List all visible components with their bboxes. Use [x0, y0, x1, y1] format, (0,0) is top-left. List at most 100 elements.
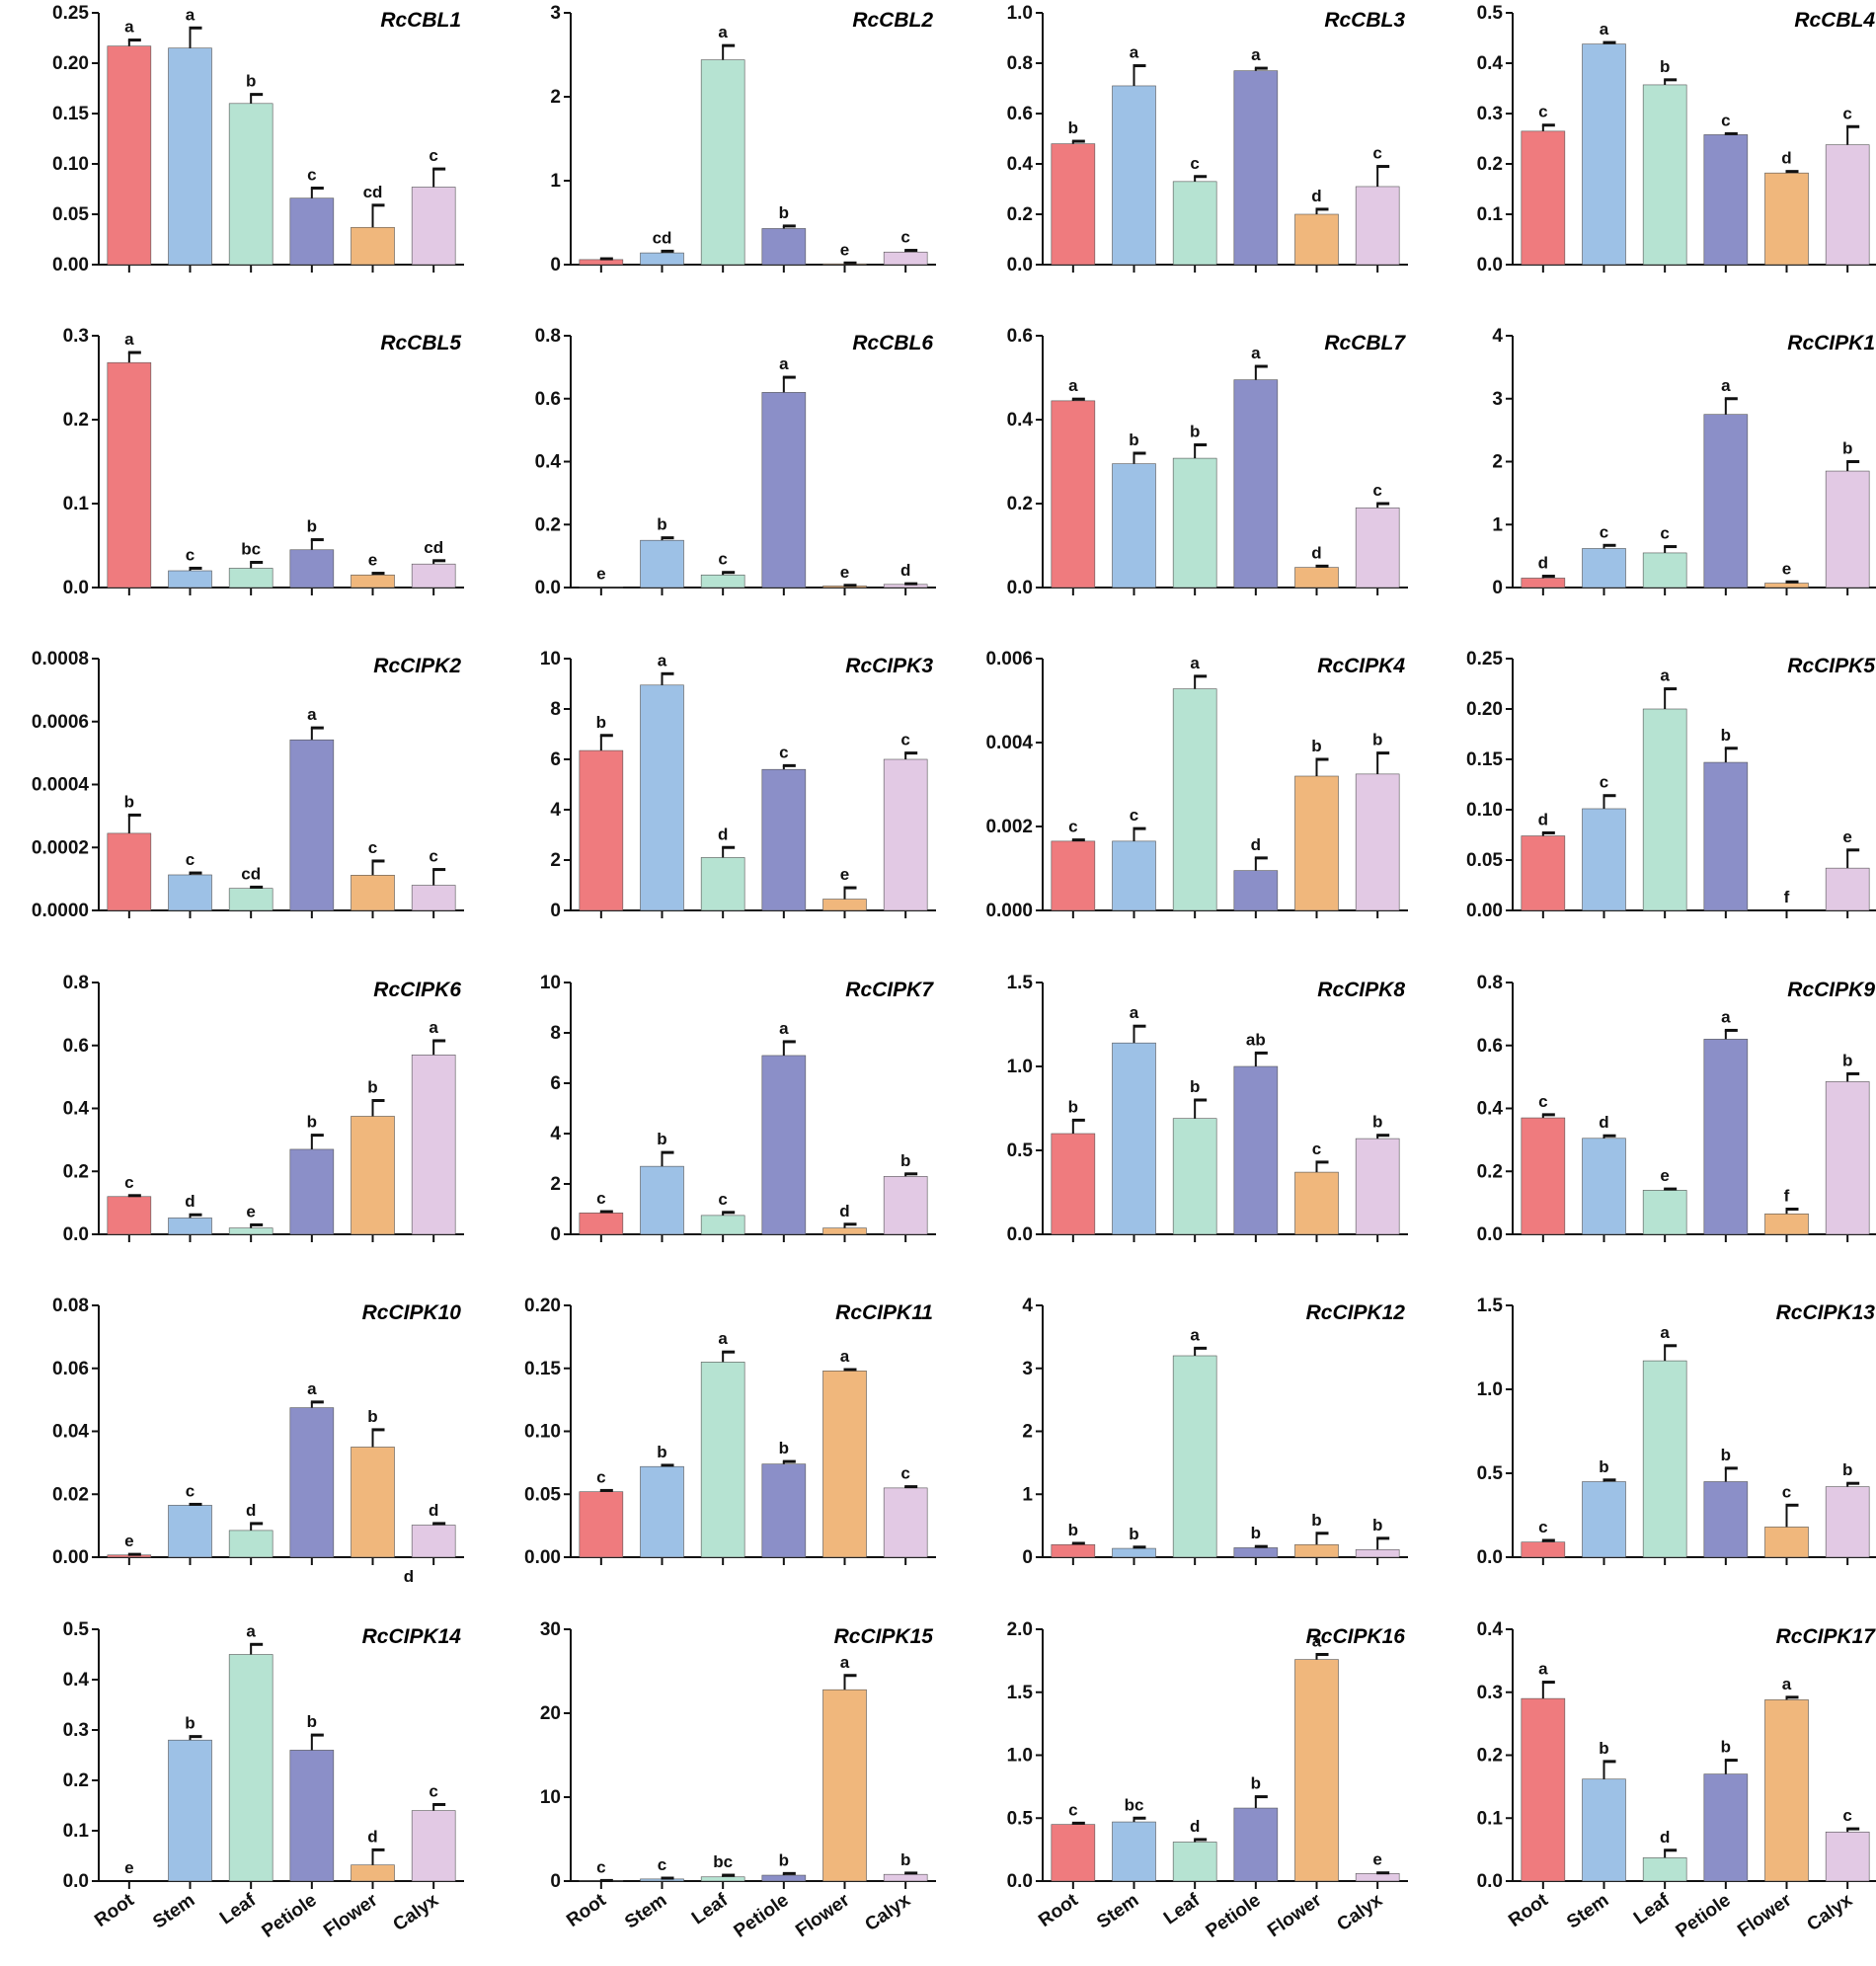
y-tick-label: 0.05: [1466, 850, 1503, 871]
significance-letter: c: [1130, 806, 1138, 825]
significance-letter: a: [1721, 1007, 1731, 1026]
significance-letter: b: [1599, 1457, 1608, 1476]
significance-letter: b: [1251, 1524, 1261, 1542]
significance-letter: b: [246, 72, 256, 91]
category-label: Leaf: [688, 1890, 733, 1929]
bar-Calyx: [1356, 774, 1399, 910]
significance-letter: c: [1600, 522, 1608, 541]
gene-title: RcCBL4: [1794, 9, 1875, 32]
bar-Leaf: [229, 568, 273, 588]
gene-title: RcCIPK8: [1317, 979, 1405, 1001]
y-tick-label: 0.3: [1477, 1683, 1503, 1703]
significance-letter: b: [1190, 423, 1200, 441]
significance-letter: b: [307, 517, 317, 536]
significance-letter: d: [246, 1501, 256, 1520]
significance-letter: c: [596, 1467, 605, 1486]
bar-Leaf: [229, 889, 273, 910]
y-tick-label: 0.4: [1007, 154, 1034, 175]
significance-letter: d: [1538, 810, 1548, 828]
category-label: Leaf: [1160, 1890, 1205, 1929]
category-label: Petiole: [259, 1890, 321, 1942]
significance-letter: f: [1784, 1187, 1790, 1206]
bar-Flower: [352, 575, 395, 588]
significance-letter: cd: [363, 183, 383, 201]
y-tick-label: 10: [540, 649, 561, 669]
gene-title: RcCIPK11: [835, 1301, 933, 1324]
significance-letter: a: [1130, 43, 1139, 62]
bar-Leaf: [1173, 182, 1216, 265]
significance-letter: b: [779, 203, 789, 222]
y-tick-label: 1.5: [1477, 1296, 1504, 1316]
category-label: Calyx: [1333, 1890, 1386, 1936]
significance-letter: cd: [241, 864, 261, 883]
y-tick-label: 2: [550, 850, 561, 871]
y-tick-label: 0.6: [1007, 326, 1033, 347]
bar-Calyx: [1826, 1832, 1869, 1881]
y-tick-label: 1: [550, 171, 561, 192]
significance-letter: d: [367, 1827, 377, 1846]
significance-letter: a: [429, 1018, 438, 1037]
bar-Petiole: [290, 1408, 334, 1557]
significance-letter: c: [718, 550, 727, 569]
y-tick-label: 4: [1492, 326, 1503, 347]
y-tick-label: 0.10: [1466, 800, 1503, 821]
y-tick-label: 0.8: [63, 973, 89, 993]
significance-letter: c: [658, 1855, 666, 1874]
category-label: Root: [91, 1890, 138, 1931]
significance-letter: b: [779, 1850, 789, 1869]
significance-letter: c: [1842, 104, 1851, 122]
significance-letter: b: [1311, 1511, 1321, 1530]
significance-letter: c: [1312, 1140, 1321, 1158]
gene-title: RcCIPK2: [373, 655, 461, 677]
y-tick-label: 0.0000: [32, 901, 89, 921]
y-tick-label: 0.15: [524, 1359, 561, 1379]
y-tick-label: 3: [550, 3, 561, 24]
bar-Root: [108, 46, 151, 265]
significance-letter: b: [1190, 1077, 1200, 1096]
significance-letter: b: [1068, 1521, 1078, 1539]
significance-letter: a: [1068, 376, 1078, 395]
bar-Calyx: [1826, 145, 1869, 265]
significance-letter: bc: [241, 540, 261, 559]
y-tick-label: 20: [540, 1703, 561, 1724]
bar-Root: [580, 1492, 623, 1557]
category-label: Flower: [320, 1890, 382, 1942]
bar-Leaf: [1643, 1361, 1686, 1557]
bar-Leaf: [1173, 689, 1216, 910]
y-tick-label: 0.0: [63, 578, 89, 598]
bar-Petiole: [290, 1149, 334, 1234]
y-tick-label: 2: [1492, 452, 1503, 473]
bar-Flower: [1295, 1172, 1339, 1234]
y-tick-label: 0.6: [63, 1036, 89, 1057]
bar-Flower: [1765, 584, 1809, 588]
y-tick-label: 0.0: [63, 1871, 89, 1892]
bar-Stem: [641, 1166, 684, 1234]
y-tick-label: 0.3: [63, 1720, 89, 1741]
y-tick-label: 0.5: [63, 1619, 90, 1640]
significance-letter: d: [1599, 1113, 1608, 1132]
category-label: Stem: [1563, 1890, 1612, 1933]
y-tick-label: 0.2: [1477, 1746, 1503, 1767]
significance-letter: a: [1130, 1003, 1139, 1022]
significance-letter: b: [1721, 1738, 1731, 1757]
significance-letter: c: [779, 743, 788, 761]
significance-letter: b: [1599, 1739, 1608, 1758]
y-tick-label: 0.2: [1477, 1161, 1503, 1182]
gene-title: RcCIPK13: [1776, 1301, 1876, 1324]
y-tick-label: 0.2: [1007, 494, 1033, 514]
bar-Root: [1052, 144, 1095, 265]
bar-Root: [1052, 1825, 1095, 1881]
gene-title: RcCIPK3: [845, 655, 933, 677]
significance-letter: c: [900, 1464, 909, 1483]
bar-Calyx: [1356, 508, 1399, 588]
gene-title: RcCIPK15: [834, 1625, 934, 1648]
gene-title: RcCIPK17: [1776, 1625, 1876, 1648]
significance-letter: a: [1190, 1325, 1200, 1344]
bar-Flower: [1765, 1699, 1809, 1881]
